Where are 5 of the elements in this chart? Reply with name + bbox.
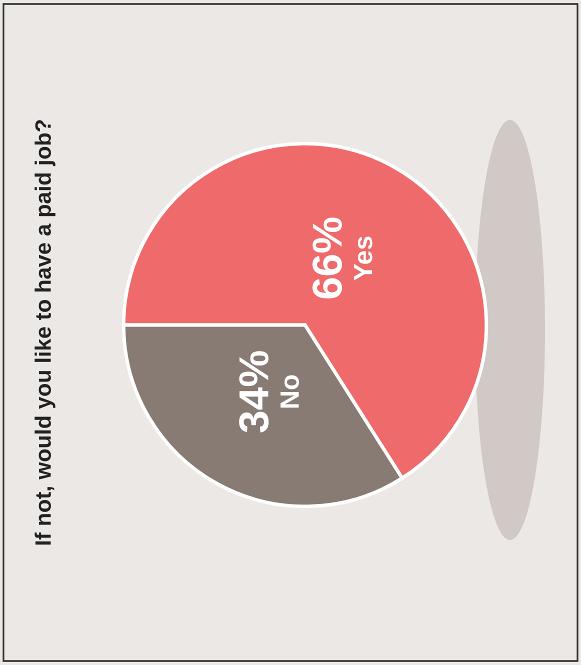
slice-label: Yes — [354, 236, 372, 281]
data-label: 66% — [312, 218, 342, 298]
slice-label: No — [280, 375, 299, 408]
data-label: 34% — [239, 351, 269, 432]
text: If not, would you like to have a paid job? — [34, 120, 56, 545]
